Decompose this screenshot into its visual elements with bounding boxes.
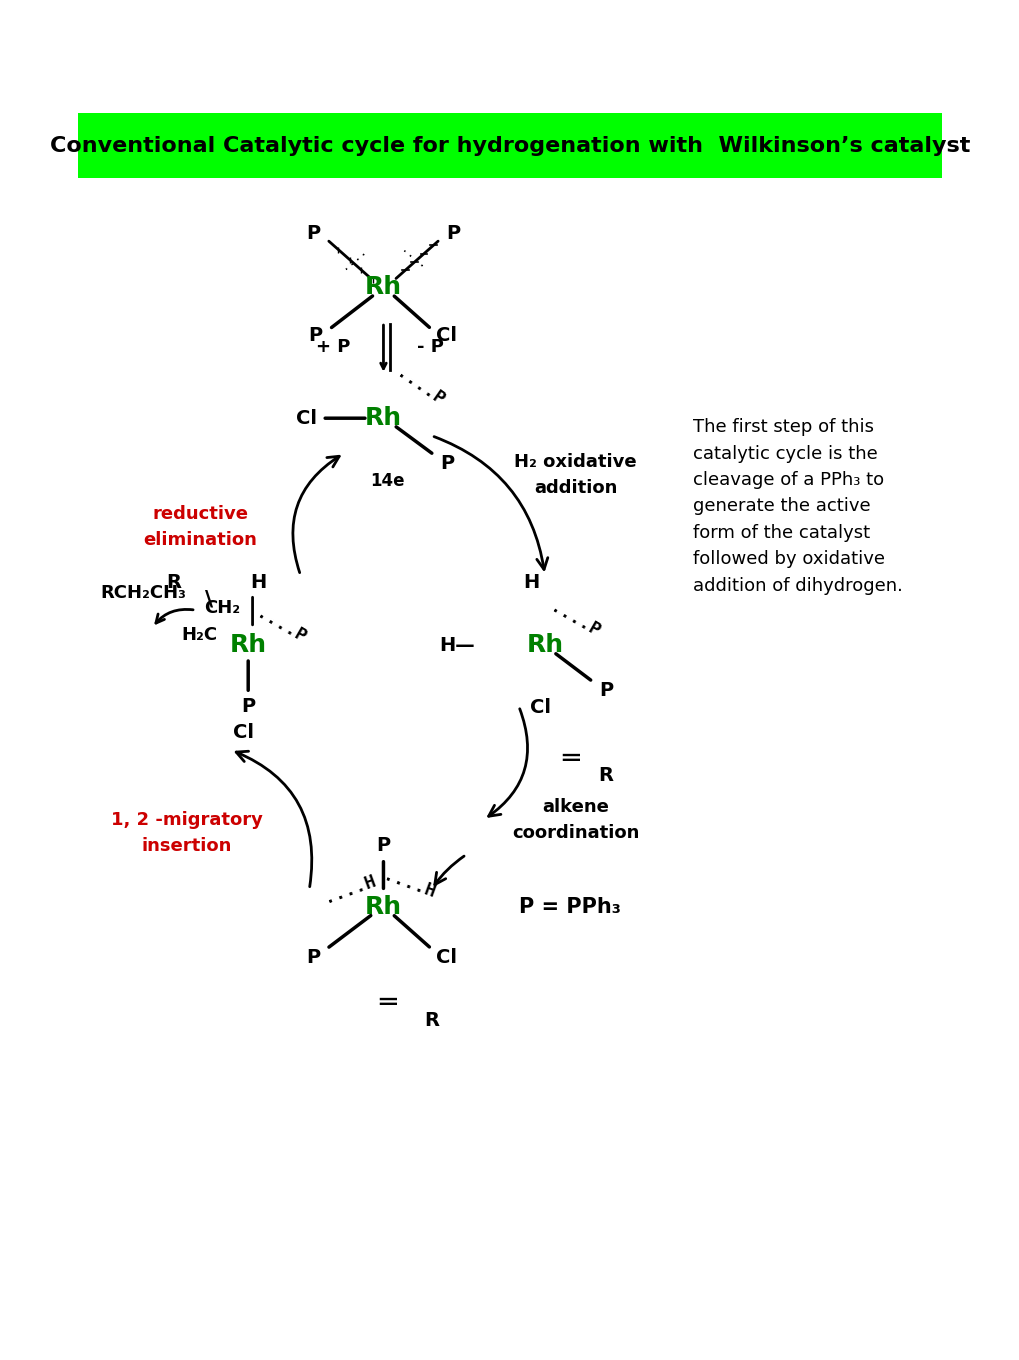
Text: 1, 2 -migratory: 1, 2 -migratory: [111, 811, 263, 828]
Text: P: P: [307, 223, 320, 242]
Text: Cl: Cl: [296, 409, 317, 427]
Text: The first step of this
catalytic cycle is the
cleavage of a PPh₃ to
generate the: The first step of this catalytic cycle i…: [693, 418, 902, 594]
Text: CH₂: CH₂: [204, 600, 239, 617]
Text: R: R: [424, 1010, 438, 1030]
Text: ....P: ....P: [392, 364, 447, 411]
Text: P: P: [308, 326, 322, 345]
Text: + P: + P: [316, 337, 350, 355]
Text: Rh: Rh: [229, 634, 267, 657]
Text: 14e: 14e: [370, 472, 405, 490]
FancyArrowPatch shape: [434, 855, 464, 884]
Text: RCH₂CH₃: RCH₂CH₃: [101, 583, 186, 601]
Text: P: P: [445, 223, 460, 242]
Text: ....P: ....P: [253, 604, 309, 647]
FancyArrowPatch shape: [236, 751, 312, 887]
Text: P: P: [598, 681, 612, 700]
FancyArrowPatch shape: [434, 437, 547, 570]
Text: Rh: Rh: [365, 407, 401, 430]
Text: P: P: [307, 948, 320, 967]
Text: ....H: ....H: [381, 868, 438, 903]
Text: H₂C: H₂C: [181, 626, 217, 643]
Text: ═: ═: [379, 989, 395, 1017]
Text: P: P: [240, 696, 255, 715]
Text: R: R: [166, 573, 181, 592]
Text: coordination: coordination: [512, 824, 639, 842]
Text: alkene: alkene: [541, 797, 608, 816]
Text: reductive: reductive: [152, 505, 248, 524]
Text: ....H: ....H: [321, 872, 378, 907]
FancyArrowPatch shape: [488, 709, 527, 816]
Text: Cl: Cl: [233, 724, 254, 741]
Text: P: P: [376, 836, 390, 855]
Text: Rh: Rh: [526, 634, 562, 657]
Text: addition: addition: [533, 479, 616, 496]
Text: ....P: ....P: [547, 600, 603, 642]
FancyArrowPatch shape: [156, 609, 193, 623]
Text: H—: H—: [439, 635, 475, 654]
Text: R: R: [598, 767, 612, 786]
FancyBboxPatch shape: [77, 113, 942, 178]
Text: insertion: insertion: [142, 836, 232, 855]
Text: Rh: Rh: [365, 275, 401, 299]
Text: Rh: Rh: [365, 895, 401, 919]
Text: elimination: elimination: [143, 532, 257, 549]
Text: P = PPh₃: P = PPh₃: [519, 896, 620, 917]
Text: ═: ═: [562, 744, 579, 772]
Text: H₂ oxidative: H₂ oxidative: [514, 453, 636, 471]
Text: Cl: Cl: [530, 699, 550, 718]
Text: H: H: [251, 573, 267, 592]
Text: P: P: [439, 454, 453, 473]
FancyArrowPatch shape: [292, 456, 339, 573]
Text: Cl: Cl: [435, 326, 457, 345]
Text: ....: ....: [337, 243, 368, 272]
Text: Cl: Cl: [435, 948, 457, 967]
Text: H: H: [523, 573, 539, 592]
Text: ....: ....: [398, 243, 429, 272]
Text: Conventional Catalytic cycle for hydrogenation with  Wilkinson’s catalyst: Conventional Catalytic cycle for hydroge…: [50, 136, 969, 156]
Text: - P: - P: [416, 337, 443, 355]
Text: \: \: [205, 590, 213, 609]
